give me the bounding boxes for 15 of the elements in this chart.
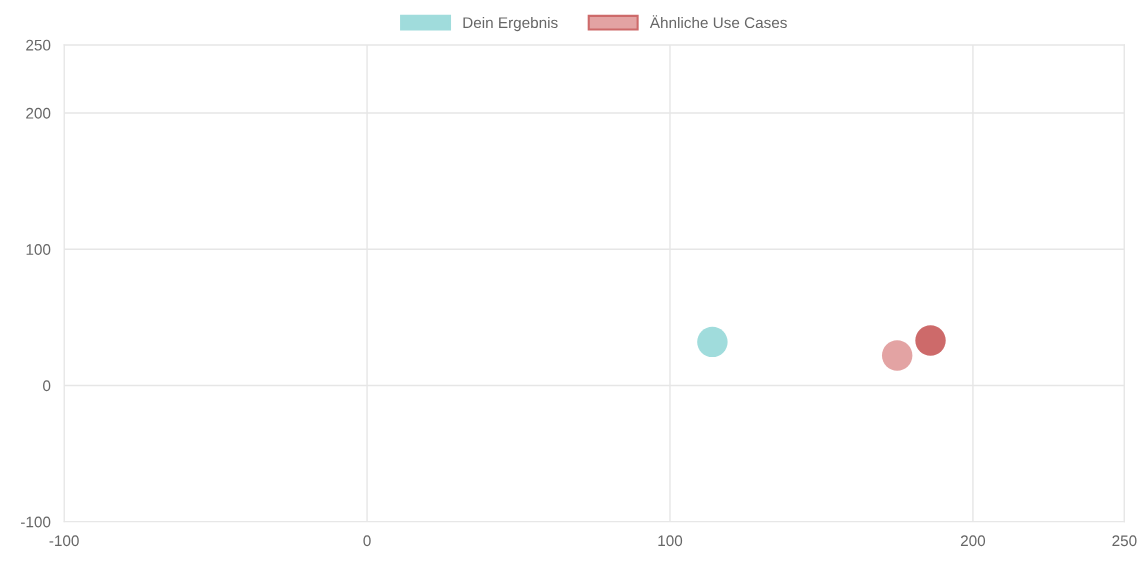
y-tick-label: 250 (26, 39, 51, 51)
point (697, 326, 728, 358)
y-tick-label: 200 (26, 107, 51, 119)
y-tick-label: 100 (26, 244, 51, 255)
y-tick-label: 0 (43, 380, 51, 392)
point (915, 325, 946, 356)
x-tick-label: 250 (1112, 535, 1137, 547)
legend-label: Dein Ergebnis (463, 16, 558, 32)
x-tick-label: 200 (960, 535, 986, 547)
y-tick-label: -100 (21, 516, 51, 528)
x-tick-label: 0 (363, 535, 371, 547)
x-tick-label: 100 (658, 535, 683, 547)
point (881, 340, 913, 371)
x-tick-label: -100 (49, 535, 79, 547)
legend-label: Ähnliche Use Cases (649, 15, 787, 29)
